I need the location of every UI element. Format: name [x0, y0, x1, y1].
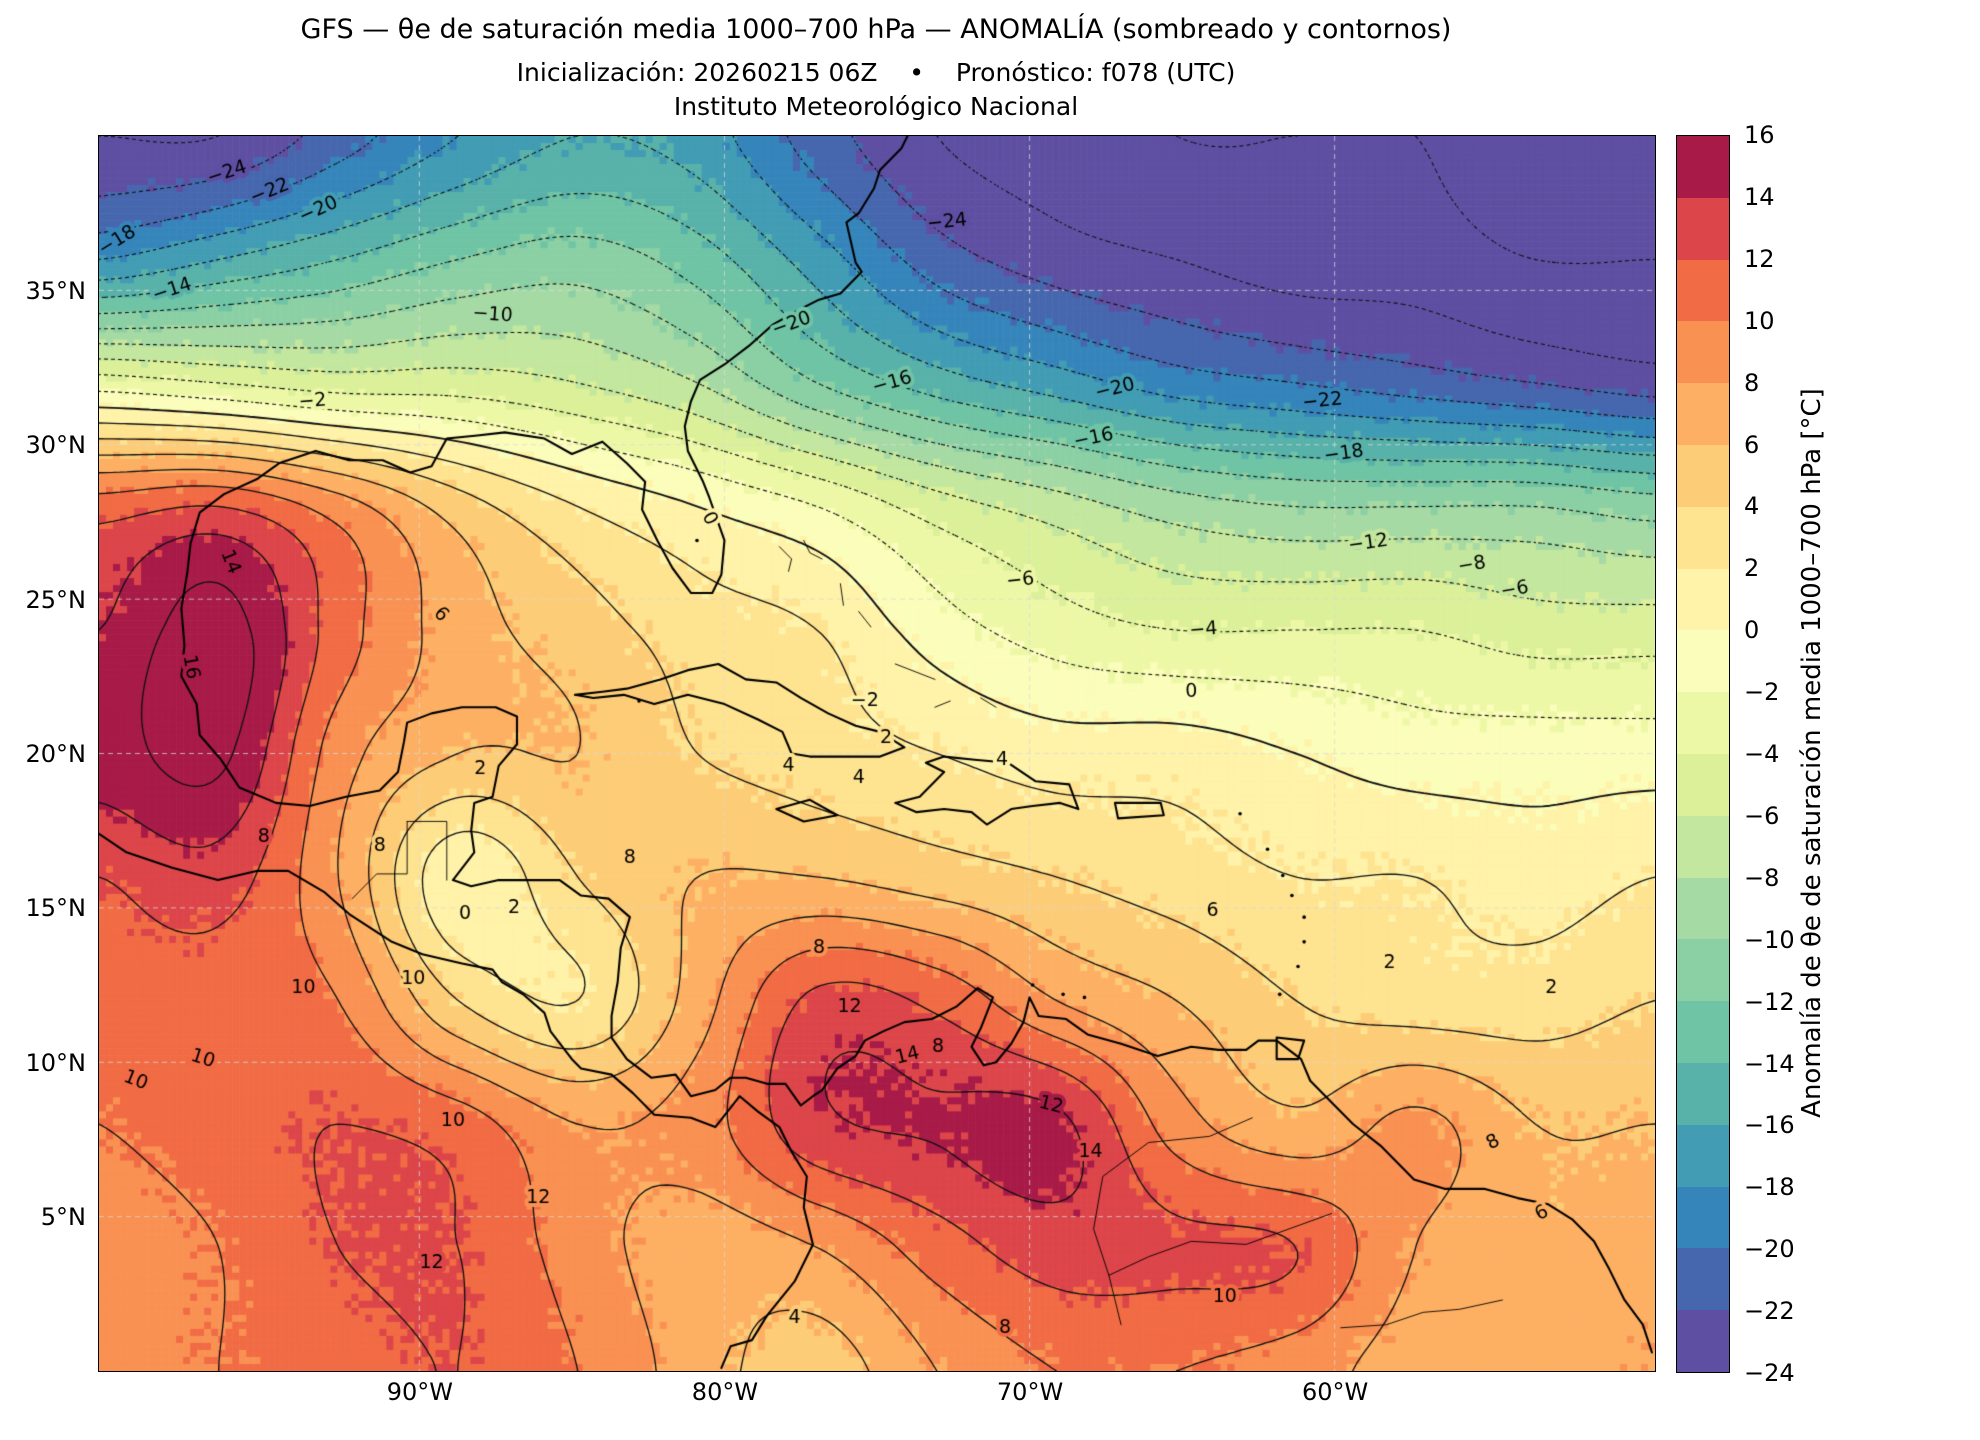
x-axis-tick-label: 60°W	[1302, 1378, 1369, 1406]
colorbar-tick-label: 14	[1744, 182, 1775, 211]
colorbar-cell	[1677, 753, 1729, 816]
x-axis-tick-label: 70°W	[996, 1378, 1064, 1406]
colorbar-tick-label: −16	[1744, 1111, 1795, 1140]
colorbar-tick-label: 12	[1744, 244, 1775, 273]
chart-title: GFS — θe de saturación media 1000–700 hP…	[300, 14, 1452, 45]
y-axis-tick-label: 10°N	[25, 1048, 87, 1077]
colorbar-cell	[1677, 939, 1729, 1002]
colorbar-tick-label: −2	[1744, 678, 1780, 707]
colorbar-tick-label: 10	[1744, 306, 1775, 335]
y-axis-tick-label: 15°N	[25, 894, 87, 923]
colorbar-cell	[1677, 1062, 1729, 1125]
colorbar-tick-label: −12	[1744, 987, 1795, 1016]
colorbar-tick-label: −6	[1744, 801, 1780, 830]
colorbar-cell	[1677, 197, 1729, 260]
colorbar-cell	[1677, 506, 1729, 569]
colorbar-cell	[1677, 568, 1729, 631]
colorbar-tick-label: −8	[1744, 863, 1780, 892]
colorbar-cell	[1677, 815, 1729, 878]
colorbar-tick-label: 2	[1744, 554, 1760, 583]
x-axis-tick-label: 90°W	[386, 1378, 453, 1406]
chart-institution: Instituto Meteorológico Nacional	[673, 92, 1079, 121]
colorbar-cell	[1677, 383, 1729, 445]
y-axis-tick-label: 30°N	[25, 431, 87, 460]
y-axis-tick-label: 5°N	[40, 1203, 86, 1232]
colorbar-cell	[1677, 630, 1729, 693]
colorbar-cell	[1677, 692, 1729, 754]
colorbar-tick-label: −24	[1744, 1359, 1795, 1387]
chart-subtitle: Inicialización: 20260215 06Z • Pronóstic…	[516, 58, 1236, 87]
colorbar-tick-label: −20	[1744, 1235, 1795, 1264]
x-axis-tick-label: 80°W	[691, 1378, 759, 1406]
colorbar-tick-label: 4	[1744, 492, 1760, 521]
colorbar-cell	[1677, 1186, 1729, 1249]
colorbar-tick-label: −18	[1744, 1173, 1795, 1202]
colorbar-cell	[1677, 321, 1729, 384]
colorbar-tick-label: −14	[1744, 1049, 1795, 1078]
colorbar-cell	[1677, 1124, 1729, 1187]
colorbar-tick-label: −22	[1744, 1297, 1795, 1326]
colorbar-tick-label: −4	[1744, 740, 1780, 768]
colorbar-cell	[1677, 259, 1729, 322]
colorbar-tick-label: 16	[1744, 121, 1775, 149]
colorbar-tick-label: 8	[1744, 368, 1760, 397]
titles-block: GFS — θe de saturación media 1000–700 hP…	[98, 12, 1654, 124]
map-plot-canvas	[98, 135, 1656, 1372]
colorbar-label: Anomalía de θe de saturación media 1000–…	[1797, 388, 1827, 1118]
colorbar-cell	[1677, 136, 1729, 198]
colorbar-tick-label: 0	[1744, 616, 1760, 645]
colorbar-cell	[1677, 1310, 1729, 1372]
colorbar-cell	[1677, 1001, 1729, 1063]
colorbar-cell	[1677, 1248, 1729, 1311]
colorbar-cell	[1677, 877, 1729, 940]
colorbar-tick-label: −10	[1744, 925, 1795, 954]
y-axis-tick-label: 35°N	[25, 276, 87, 305]
colorbar	[1676, 135, 1730, 1373]
y-axis-tick-label: 25°N	[25, 585, 87, 614]
colorbar-tick-label: 6	[1744, 430, 1760, 459]
colorbar-cell	[1677, 444, 1729, 507]
y-axis-tick-label: 20°N	[25, 740, 87, 768]
